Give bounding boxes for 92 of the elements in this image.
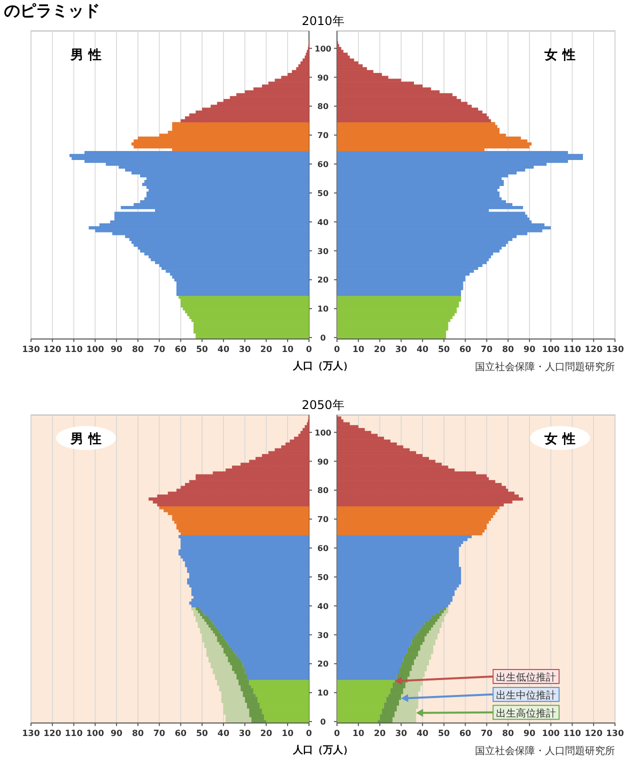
y-tick-label: 80 — [317, 486, 329, 496]
x-tick-label: 30 — [238, 729, 251, 739]
x-tick-label: 70 — [153, 345, 166, 355]
x-tick-label: 120 — [584, 729, 603, 739]
y-tick-label: 10 — [317, 688, 329, 698]
x-tick-label: 130 — [606, 345, 624, 355]
x-tick-label: 100 — [542, 729, 560, 739]
text: 国立社会保障・人口問題研究所 — [475, 745, 615, 757]
annotation: 出生高位推計 — [496, 707, 556, 720]
x-tick-label: 10 — [352, 345, 364, 355]
x-tick-label: 10 — [352, 729, 364, 739]
y-tick-label: 90 — [317, 457, 329, 466]
annotation: 男 性 — [70, 48, 102, 63]
x-tick-label: 20 — [374, 729, 386, 739]
y-tick-label: 100 — [314, 428, 332, 438]
y-tick-label: 0 — [320, 334, 326, 343]
x-tick-label: 70 — [153, 729, 166, 739]
x-tick-label: 50 — [196, 345, 208, 355]
text: 国立社会保障・人口問題研究所 — [475, 361, 615, 373]
annotation: 出生中位推計 — [496, 689, 556, 702]
text: のピラミッド — [4, 1, 100, 20]
x-tick-label: 20 — [260, 345, 272, 355]
x-tick-label: 100 — [86, 729, 104, 739]
x-tick-label: 80 — [132, 345, 144, 355]
x-tick-label: 110 — [563, 345, 582, 355]
x-tick-label: 80 — [502, 729, 514, 739]
y-tick-label: 20 — [317, 660, 329, 669]
y-tick-label: 60 — [317, 544, 329, 554]
x-tick-label: 0 — [334, 345, 340, 355]
x-tick-label: 60 — [174, 345, 187, 355]
x-tick-label: 110 — [563, 729, 582, 739]
chart-title: 2050年 — [302, 398, 344, 412]
x-tick-label: 60 — [174, 729, 187, 739]
x-tick-label: 50 — [438, 345, 450, 355]
y-tick-label: 80 — [317, 102, 329, 112]
y-tick-label: 90 — [317, 73, 329, 82]
x-tick-label: 90 — [524, 729, 536, 739]
x-tick-label: 50 — [438, 729, 450, 739]
y-tick-label: 100 — [314, 44, 332, 54]
x-tick-label: 10 — [282, 729, 294, 739]
x-tick-label: 90 — [110, 729, 123, 739]
x-tick-label: 0 — [306, 345, 312, 355]
x-axis-title: 人口（万人） — [292, 360, 353, 372]
x-tick-label: 80 — [132, 729, 144, 739]
x-axis-title: 人口（万人） — [292, 744, 353, 756]
x-tick-label: 60 — [459, 729, 472, 739]
x-tick-label: 70 — [480, 345, 493, 355]
annotation: 女 性 — [544, 432, 576, 447]
x-tick-label: 30 — [395, 729, 408, 739]
annotation: 出生低位推計 — [496, 672, 556, 684]
x-tick-label: 30 — [238, 345, 251, 355]
x-tick-label: 40 — [218, 729, 230, 739]
x-tick-label: 30 — [395, 345, 408, 355]
x-tick-label: 0 — [334, 729, 340, 739]
x-tick-label: 40 — [416, 345, 429, 355]
x-tick-label: 110 — [64, 729, 83, 739]
x-tick-label: 60 — [459, 345, 472, 355]
x-tick-label: 70 — [480, 729, 493, 739]
x-tick-label: 120 — [44, 729, 62, 739]
y-tick-label: 60 — [317, 160, 329, 170]
x-tick-label: 0 — [306, 729, 312, 739]
y-tick-label: 70 — [317, 515, 329, 524]
x-tick-label: 100 — [86, 345, 104, 355]
y-tick-label: 0 — [320, 718, 326, 727]
x-tick-label: 130 — [606, 729, 624, 739]
y-tick-label: 50 — [317, 572, 329, 582]
x-tick-label: 130 — [22, 729, 40, 739]
annotation: 男 性 — [70, 432, 102, 447]
annotation: 女 性 — [544, 48, 576, 63]
y-tick-label: 70 — [317, 131, 329, 140]
x-tick-label: 120 — [44, 345, 62, 355]
x-tick-label: 40 — [416, 729, 429, 739]
y-tick-label: 50 — [317, 188, 329, 198]
y-tick-label: 30 — [317, 246, 329, 256]
x-tick-label: 100 — [542, 345, 560, 355]
x-tick-label: 120 — [584, 345, 603, 355]
x-tick-label: 80 — [502, 345, 514, 355]
x-tick-label: 20 — [374, 345, 386, 355]
chart-title: 2010年 — [302, 14, 344, 28]
x-tick-label: 40 — [218, 345, 230, 355]
x-tick-label: 50 — [196, 729, 208, 739]
y-tick-label: 20 — [317, 276, 329, 285]
x-tick-label: 130 — [22, 345, 40, 355]
y-tick-label: 40 — [317, 218, 329, 227]
x-tick-label: 10 — [282, 345, 294, 355]
x-tick-label: 90 — [524, 345, 536, 355]
y-tick-label: 10 — [317, 304, 329, 314]
x-tick-label: 110 — [64, 345, 83, 355]
y-tick-label: 30 — [317, 630, 329, 640]
y-tick-label: 40 — [317, 602, 329, 611]
x-tick-label: 20 — [260, 729, 272, 739]
x-tick-label: 90 — [110, 345, 123, 355]
